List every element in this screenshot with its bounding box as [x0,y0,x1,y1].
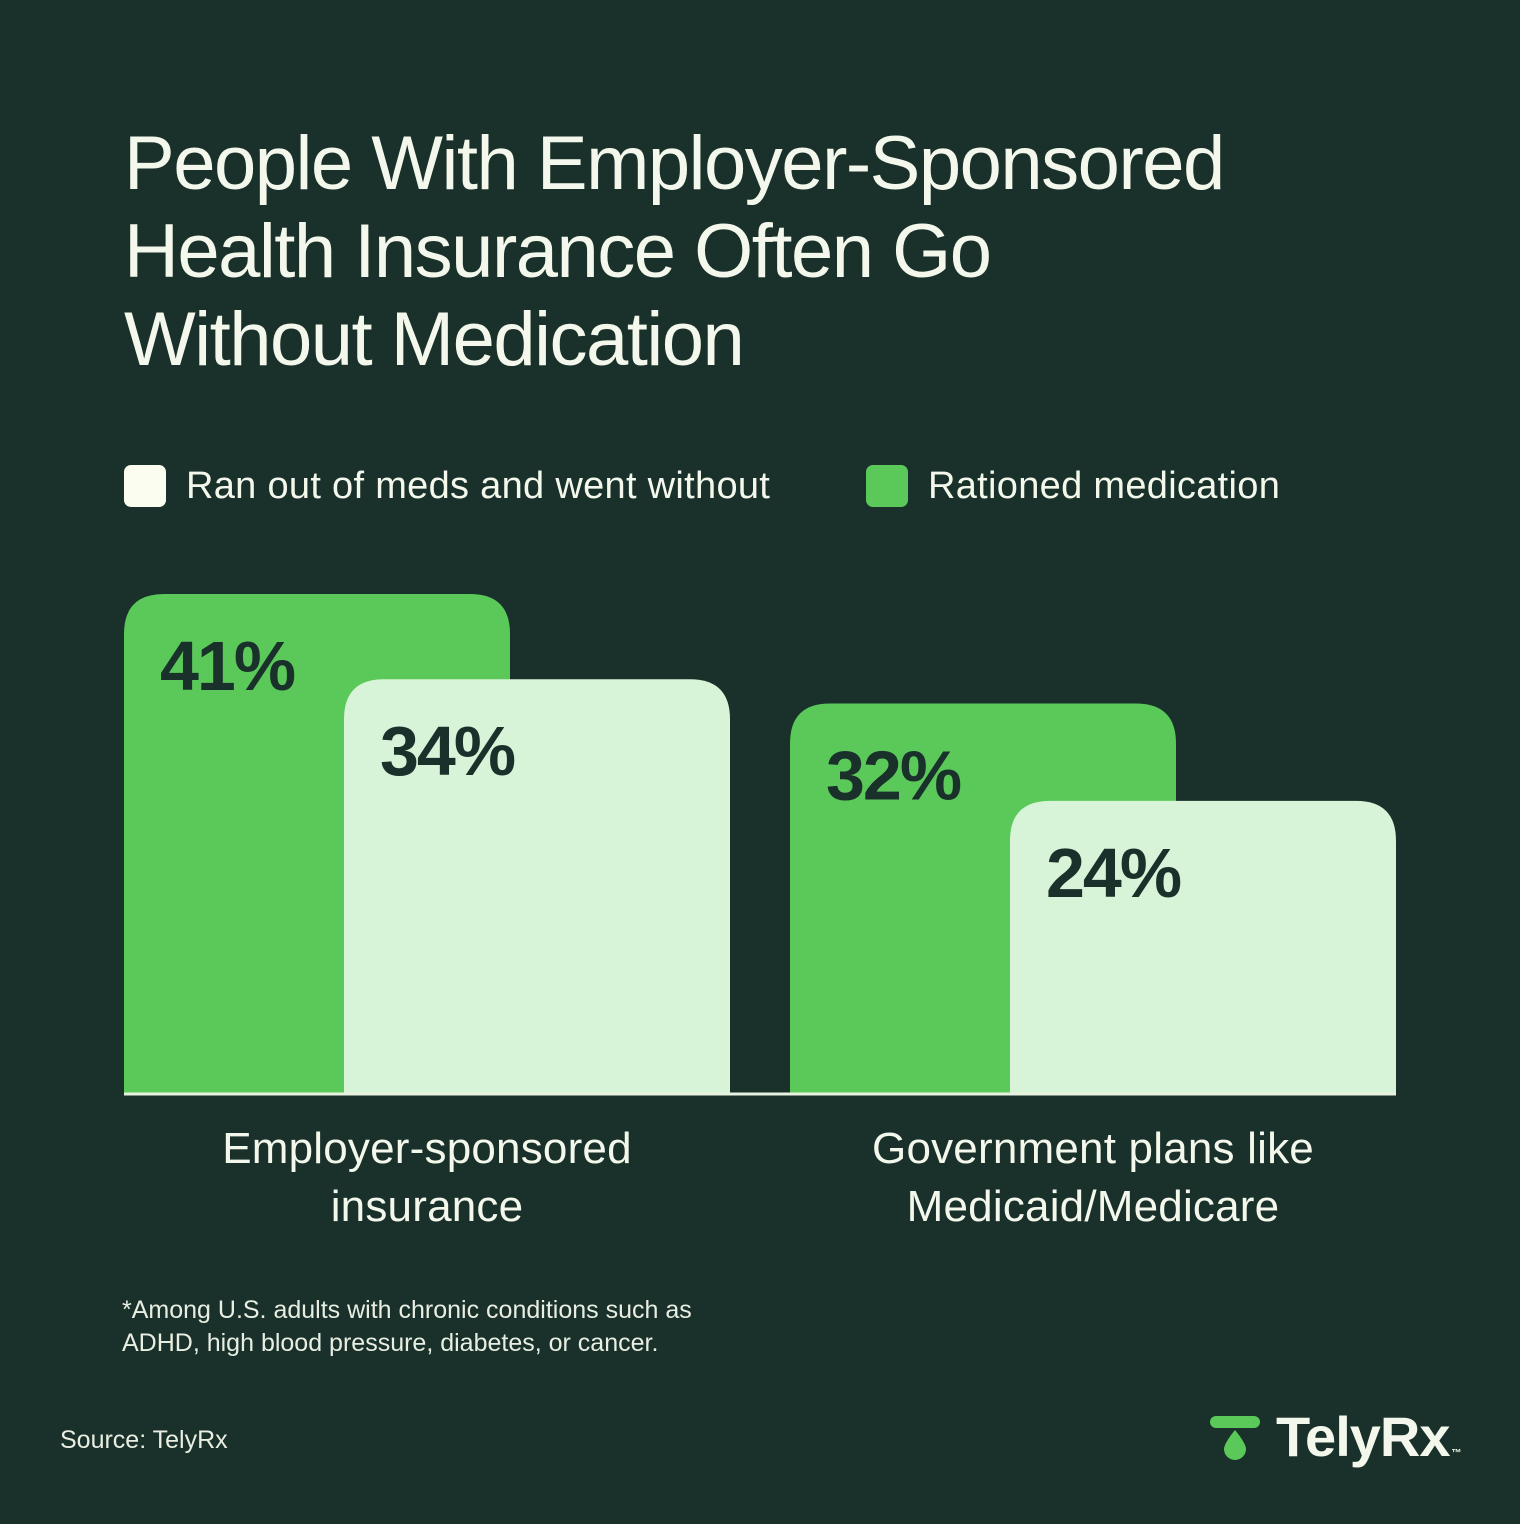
telyrx-logo: TelyRx ™ [1208,1404,1461,1469]
logo-trademark: ™ [1451,1448,1462,1459]
logo-wordmark: TelyRx [1276,1405,1450,1468]
title-line-3: Without Medication [124,297,745,382]
legend-swatch-rationed [866,465,908,507]
legend-swatch-ran-out [124,465,166,507]
telyrx-drop-icon [1210,1415,1260,1460]
bar-government-ran-out [1010,800,1396,1093]
category-label-employer-line-1: Employer-sponsored [222,1124,632,1173]
footnote-line-1: *Among U.S. adults with chronic conditio… [122,1296,692,1324]
data-label-government-ran-out: 24% [1046,834,1181,912]
category-label-government-line-2: Medicaid/Medicare [906,1182,1280,1231]
footnote-line-2: ADHD, high blood pressure, diabetes, or … [122,1329,659,1357]
data-label-employer-rationed: 41% [160,627,295,705]
title-line-2: Health Insurance Often Go [124,209,992,294]
chart-title: People With Employer-Sponsored Health In… [124,120,1424,384]
title-line-1: People With Employer-Sponsored [124,121,1225,206]
category-label-government: Government plans like Medicaid/Medicare [793,1120,1393,1236]
footnote: *Among U.S. adults with chronic conditio… [122,1294,692,1360]
legend-item-ran-out: Ran out of meds and went without [124,464,770,508]
legend-label-rationed: Rationed medication [928,464,1281,507]
legend-item-rationed: Rationed medication [866,464,1280,508]
source-note: Source: TelyRx [60,1426,228,1454]
category-label-employer: Employer-sponsored insurance [127,1120,727,1236]
data-label-government-rationed: 32% [826,737,961,815]
legend-label-ran-out: Ran out of meds and went without [186,464,771,507]
bar-employer-ran-out [344,679,730,1093]
category-label-government-line-1: Government plans like [872,1124,1314,1173]
data-label-employer-ran-out: 34% [380,712,515,790]
category-label-employer-line-2: insurance [330,1182,524,1231]
